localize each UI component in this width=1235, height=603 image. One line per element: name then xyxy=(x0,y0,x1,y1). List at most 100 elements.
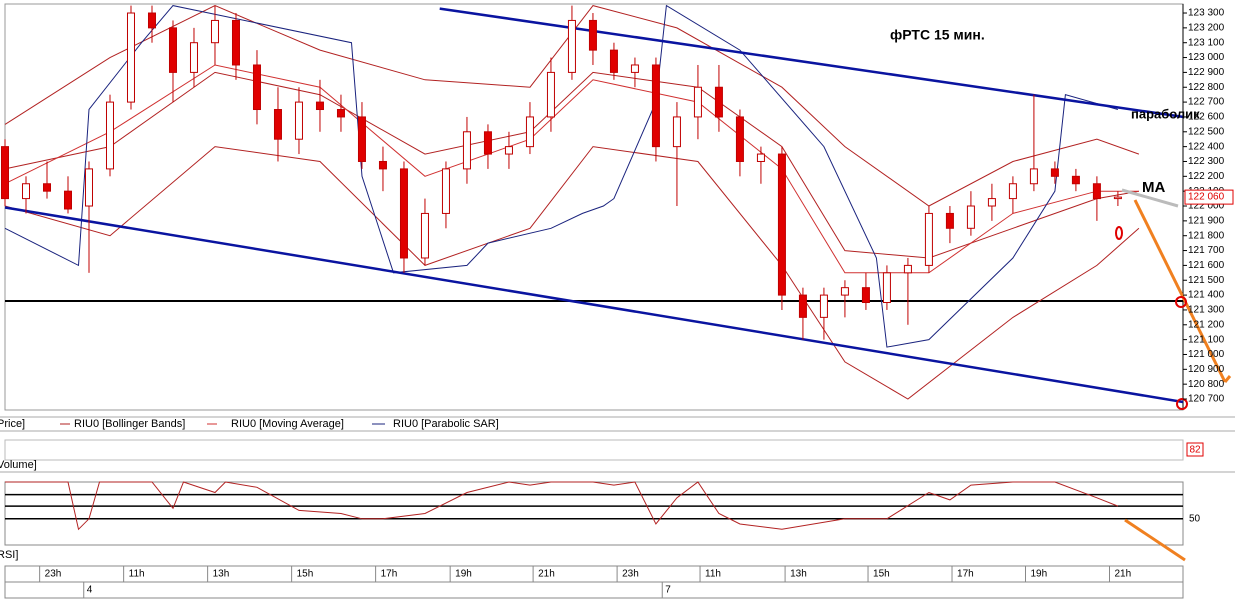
marker xyxy=(1176,398,1188,410)
candle-body xyxy=(588,19,597,51)
candle-body xyxy=(882,272,891,304)
candle-body xyxy=(231,19,240,66)
arrow xyxy=(1124,518,1186,562)
y-tick-label: 121 400 xyxy=(1188,290,1225,301)
candle-body xyxy=(1071,175,1080,185)
candle-body xyxy=(462,131,471,170)
x-tick-label: 13h xyxy=(790,569,807,580)
candle-body xyxy=(168,27,177,73)
candle-body xyxy=(399,168,408,259)
candle-body xyxy=(819,294,828,318)
candle-body xyxy=(735,116,744,162)
x-tick-label: 13h xyxy=(213,569,230,580)
y-tick-label: 122 600 xyxy=(1188,112,1225,123)
x-tick-label: 19h xyxy=(1031,569,1048,580)
candle-body xyxy=(420,212,429,259)
y-tick-label: 121 000 xyxy=(1188,349,1225,360)
candle-body xyxy=(189,42,198,73)
candle-body xyxy=(315,101,324,111)
legend: Price] RIU0 [Bollinger Bands] RIU0 [Movi… xyxy=(0,416,1235,432)
last-price-label: 122 060 xyxy=(1188,192,1225,203)
indicator-line xyxy=(4,146,1140,400)
x-tick-label: 21h xyxy=(538,569,555,580)
candle-body xyxy=(840,287,849,296)
y-tick-label: 121 700 xyxy=(1188,245,1225,256)
candle-body xyxy=(987,198,996,207)
annotation: параболик xyxy=(1131,106,1200,121)
candle-body xyxy=(1092,183,1101,200)
y-tick-label: 123 200 xyxy=(1188,23,1225,34)
last-price-box xyxy=(1184,189,1234,205)
ma-pointer xyxy=(1121,188,1179,208)
marker xyxy=(1175,296,1187,308)
candle-body xyxy=(441,168,450,214)
annotation: MA xyxy=(1142,179,1165,196)
y-tick-label: 122 900 xyxy=(1188,67,1225,78)
arrow xyxy=(1133,199,1227,383)
candle-body xyxy=(630,64,639,73)
candle-body xyxy=(378,160,387,170)
y-tick-label: 122 800 xyxy=(1188,82,1225,93)
candle-body xyxy=(798,294,807,318)
y-tick-label: 121 900 xyxy=(1188,216,1225,227)
candle-body xyxy=(903,264,912,274)
indicator-line xyxy=(4,71,1139,259)
legend-label: RIU0 [Moving Average] xyxy=(231,418,344,430)
legend-label: Price] xyxy=(0,418,25,430)
candle-body xyxy=(1113,196,1122,200)
x-tick-label: 21h xyxy=(1115,569,1132,580)
time-axis-ticks: 23h 11h 13h 15h 17h 19h 21h 23h 11h 13h 15h 17h 19h 2… xyxy=(39,566,1132,598)
candle-body xyxy=(252,64,261,111)
marker xyxy=(1115,226,1123,240)
candle-body xyxy=(525,116,534,148)
y-tick-label: 121 800 xyxy=(1188,230,1225,241)
candle-body xyxy=(42,183,51,192)
candle-body xyxy=(861,287,870,304)
y-tick-label: 121 200 xyxy=(1188,319,1225,330)
y-tick-label: 123 100 xyxy=(1188,37,1225,48)
legend-label: RIU0 [Bollinger Bands] xyxy=(74,418,185,430)
x-tick-label: 11h xyxy=(129,569,145,580)
volume-frame xyxy=(4,439,1184,461)
candle-body xyxy=(210,19,219,44)
date-label: 7 xyxy=(665,585,671,596)
y-tick-label: 121 300 xyxy=(1188,305,1225,316)
candle-body xyxy=(1,146,9,200)
y-tick-label: 122 300 xyxy=(1188,156,1225,167)
candle-body xyxy=(567,19,576,73)
y-tick-label: 122 500 xyxy=(1188,126,1225,137)
y-tick-label: 123 000 xyxy=(1188,52,1225,63)
candle-body xyxy=(777,153,786,296)
x-tick-label: 17h xyxy=(381,569,398,580)
candle-body xyxy=(126,12,135,103)
y-tick-label: 120 800 xyxy=(1188,379,1225,390)
y-tick-label: 122 000 xyxy=(1188,201,1225,212)
candle-body xyxy=(945,212,954,229)
rsi-panel: 50 xyxy=(5,481,1201,531)
x-tick-label: 15h xyxy=(297,569,314,580)
x-tick-label: 17h xyxy=(957,569,974,580)
candle-body xyxy=(756,153,765,162)
x-tick-label: 15h xyxy=(873,569,890,580)
rsi-tick-label: 50 xyxy=(1189,513,1201,524)
candle-body xyxy=(84,168,93,207)
x-tick-label: 23h xyxy=(45,569,62,580)
candle-body xyxy=(357,116,366,162)
y-tick-label: 120 900 xyxy=(1188,364,1225,375)
indicator-line xyxy=(4,4,1119,348)
volume-box xyxy=(1186,442,1204,457)
indicator-line xyxy=(4,5,1140,207)
candle-body xyxy=(924,212,933,266)
candle-body xyxy=(672,116,681,148)
candle-body xyxy=(1050,168,1059,177)
candle-body xyxy=(147,12,156,29)
y-tick-label: 121 100 xyxy=(1188,334,1225,345)
legend-label: RIU0 [Parabolic SAR] xyxy=(393,418,499,430)
x-tick-label: 11h xyxy=(705,569,721,580)
candle-body xyxy=(714,86,723,118)
candle-body xyxy=(273,109,282,140)
panel-label: Volume] xyxy=(0,459,37,471)
rsi-line xyxy=(5,481,1119,531)
channel-line xyxy=(4,206,1184,404)
